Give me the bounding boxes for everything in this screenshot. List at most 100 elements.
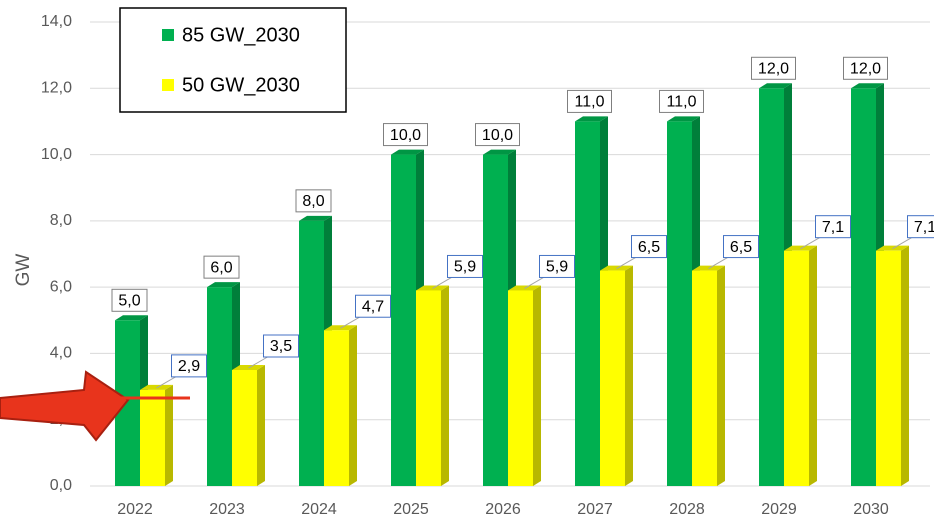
- value-label: 6,0: [210, 259, 232, 276]
- bar-top: [299, 215, 332, 221]
- bar-front: [759, 88, 784, 487]
- value-label: 8,0: [302, 193, 324, 210]
- leader-line: [248, 356, 268, 369]
- x-tick-label: 2023: [209, 501, 245, 518]
- value-label: 11,0: [575, 94, 605, 111]
- value-label: 6,5: [638, 239, 660, 256]
- value-label-box: [447, 254, 483, 278]
- bar-side: [165, 384, 173, 486]
- value-label-box: [659, 89, 704, 113]
- legend-box: [119, 7, 347, 113]
- bar-front: [232, 370, 257, 486]
- bar-top: [759, 83, 792, 89]
- value-label: 3,5: [270, 338, 292, 355]
- bar-front: [207, 287, 232, 486]
- bar-top: [115, 315, 148, 321]
- value-label-box: [383, 123, 428, 147]
- y-axis-label: GW: [13, 254, 34, 287]
- bar-front: [508, 290, 533, 486]
- value-label-box: [631, 235, 667, 259]
- y-tick-label: 8,0: [50, 212, 72, 229]
- value-label-box: [843, 56, 888, 80]
- x-tick-label: 2025: [393, 501, 429, 518]
- legend-swatch: [162, 29, 174, 41]
- bar-top: [207, 282, 240, 288]
- value-label-box: [263, 334, 299, 358]
- bar-side: [625, 265, 633, 486]
- bar: [324, 325, 357, 486]
- bar-front: [299, 220, 324, 486]
- bar-front: [575, 121, 600, 486]
- value-label-box: [907, 215, 934, 239]
- bar-front: [483, 154, 508, 487]
- x-tick-label: 2030: [853, 501, 889, 518]
- bar-front: [692, 270, 717, 486]
- bar-front: [876, 250, 901, 486]
- leader-line: [892, 237, 912, 250]
- y-tick-label: 4,0: [50, 345, 72, 362]
- value-label: 7,1: [914, 219, 934, 236]
- bar-side: [901, 245, 909, 486]
- value-label-box: [203, 255, 240, 279]
- value-label: 12,0: [758, 61, 789, 78]
- value-label: 4,7: [362, 298, 384, 315]
- value-label: 5,9: [454, 259, 476, 276]
- value-label-box: [475, 123, 520, 147]
- bar: [667, 116, 700, 486]
- x-tick-label: 2024: [301, 501, 337, 518]
- y-tick-label: 12,0: [41, 80, 72, 97]
- bar-front: [784, 250, 809, 486]
- x-tick-label: 2026: [485, 501, 521, 518]
- value-label-box: [567, 89, 612, 113]
- bar-side: [257, 365, 265, 486]
- bar-top: [483, 149, 516, 155]
- value-label-box: [171, 354, 207, 378]
- bar-front: [140, 389, 165, 486]
- bar: [784, 245, 817, 486]
- bar-side: [441, 285, 449, 486]
- bar-front: [600, 270, 625, 486]
- bar-side: [717, 265, 725, 486]
- value-label: 6,5: [730, 239, 752, 256]
- legend-swatch: [162, 79, 174, 91]
- y-tick-label: 6,0: [50, 278, 72, 295]
- value-label: 10,0: [390, 127, 421, 144]
- value-label-box: [751, 56, 796, 80]
- leader-line: [800, 237, 820, 250]
- bar-front: [324, 330, 349, 486]
- value-label: 10,0: [482, 127, 513, 144]
- bar-front: [667, 121, 692, 486]
- leader-line: [432, 277, 452, 289]
- bar-top: [851, 83, 884, 89]
- value-label: 7,1: [822, 219, 844, 236]
- bar-side: [349, 325, 357, 486]
- bar-side: [809, 245, 817, 486]
- bar: [508, 285, 541, 486]
- value-label-box: [111, 288, 148, 312]
- x-tick-label: 2028: [669, 501, 705, 518]
- leader-line: [156, 376, 176, 389]
- leader-line: [340, 316, 360, 329]
- bar: [140, 384, 173, 486]
- x-tick-label: 2022: [117, 501, 153, 518]
- y-tick-label: 0,0: [50, 477, 72, 494]
- legend-label: 85 GW_2030: [182, 24, 300, 46]
- legend-label: 50 GW_2030: [182, 74, 300, 96]
- value-label-box: [723, 235, 759, 259]
- value-label: 5,0: [118, 293, 140, 310]
- annotation-arrow: [0, 370, 130, 442]
- bar-front: [851, 88, 876, 487]
- leader-line: [616, 257, 636, 270]
- bar: [600, 265, 633, 486]
- value-label-box: [539, 254, 575, 278]
- value-label-box: [355, 294, 391, 318]
- bar-top: [391, 149, 424, 155]
- value-label: 5,9: [546, 259, 568, 276]
- value-label-box: [815, 215, 851, 239]
- x-tick-label: 2029: [761, 501, 797, 518]
- leader-line: [708, 257, 728, 270]
- leader-line: [524, 277, 544, 289]
- value-label: 12,0: [850, 61, 881, 78]
- bar-side: [533, 285, 541, 486]
